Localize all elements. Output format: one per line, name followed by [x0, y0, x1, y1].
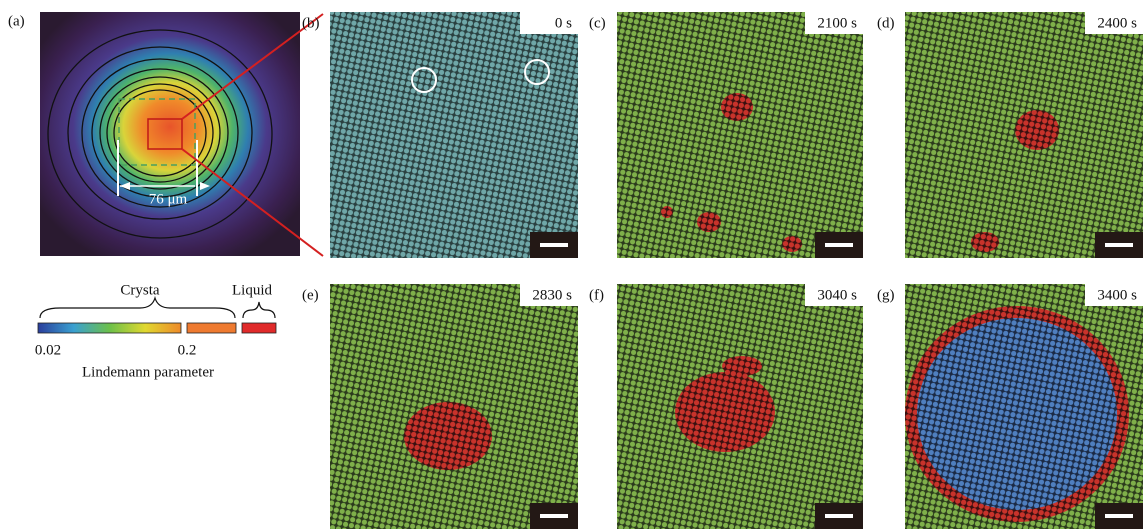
- colorbar-min: 0.02: [35, 342, 61, 358]
- particles: 0 s: [330, 12, 578, 258]
- melt-region: [697, 212, 721, 232]
- melt-region: [661, 206, 673, 218]
- liquid-label: Liquid: [232, 282, 272, 298]
- particles: 3400 s: [905, 284, 1143, 529]
- colorbar-mid: 0.2: [178, 342, 197, 358]
- micrograph-panel: 2400 s: [905, 12, 1143, 258]
- particles: 2400 s: [905, 12, 1143, 258]
- scale-bar: [1105, 514, 1133, 518]
- time-label: 2830 s: [532, 287, 572, 303]
- colorbar-title: Lindemann parameter: [82, 364, 214, 380]
- recrystallized-region: [917, 318, 1117, 510]
- scale-bar: [540, 243, 568, 247]
- time-label: 2400 s: [1097, 15, 1137, 31]
- melt-region: [971, 232, 999, 252]
- melt-region: [721, 93, 753, 121]
- melt-region: [675, 372, 775, 452]
- particle-field: [617, 12, 863, 258]
- micrograph-panel: 0 s: [330, 12, 578, 258]
- colorbar: Crysta Liquid 0.02 0.2 Lindemann paramet…: [35, 282, 276, 380]
- melt-region: [404, 402, 492, 470]
- scale-bar: [825, 514, 853, 518]
- time-label: 3040 s: [817, 287, 857, 303]
- particles: 2100 s: [617, 12, 863, 258]
- panel-label: (c): [589, 15, 606, 31]
- panel-label: (b): [302, 15, 320, 31]
- intensity-map: [40, 12, 300, 256]
- particles: 3040 s: [617, 284, 863, 529]
- melt-region: [722, 356, 762, 376]
- panel-label: (a): [8, 13, 25, 29]
- particles: 2830 s: [330, 284, 578, 529]
- scale-label: 76 μm: [149, 191, 188, 207]
- time-label: 3400 s: [1097, 287, 1137, 303]
- scale-bar: [1105, 243, 1133, 247]
- scale-bar: [825, 243, 853, 247]
- panel-label: (d): [877, 15, 895, 31]
- micrograph-panel: 2100 s: [617, 12, 863, 258]
- micrograph-panel: 3040 s: [617, 284, 863, 529]
- melt-region: [1015, 110, 1059, 150]
- time-label: 2100 s: [817, 15, 857, 31]
- micrograph-panel: 2830 s: [330, 284, 578, 529]
- micrograph-panel: 3400 s: [905, 284, 1143, 529]
- particle-field: [330, 12, 578, 258]
- panel-label: (e): [302, 287, 319, 303]
- panel-a: 76 μm (a): [8, 12, 323, 256]
- scale-bar: [540, 514, 568, 518]
- figure: 76 μm (a) Crysta Liquid 0.02 0.2 Lindema…: [0, 0, 1143, 529]
- panel-label: (g): [877, 287, 895, 303]
- time-label: 0 s: [555, 15, 572, 31]
- crystal-label: Crysta: [120, 282, 160, 298]
- melt-region: [782, 236, 802, 252]
- panel-label: (f): [589, 287, 604, 303]
